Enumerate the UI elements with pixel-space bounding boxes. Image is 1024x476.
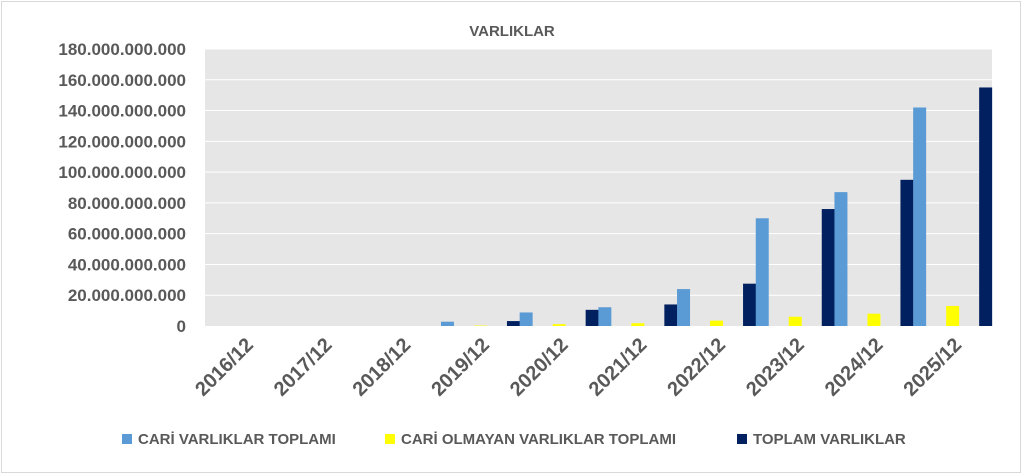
x-tick-label: 2021/12 — [585, 334, 652, 401]
y-tick-label: 100.000.000.000 — [58, 163, 186, 182]
x-tick-label: 2017/12 — [270, 334, 337, 401]
plot-background — [205, 49, 992, 326]
bar — [821, 209, 835, 326]
chart-title: VARLIKLAR — [469, 23, 555, 40]
y-tick-label: 60.000.000.000 — [68, 225, 186, 244]
legend-label: CARİ OLMAYAN VARLIKLAR TOPLAMI — [401, 431, 676, 448]
bar — [946, 305, 960, 326]
bar — [788, 316, 802, 326]
bar — [900, 179, 914, 326]
x-tick-label: 2020/12 — [506, 334, 573, 401]
bar — [677, 289, 691, 326]
y-tick-label: 160.000.000.000 — [58, 71, 186, 90]
bar — [867, 313, 881, 326]
y-tick-label: 140.000.000.000 — [58, 102, 186, 121]
x-tick-label: 2016/12 — [191, 334, 258, 401]
x-tick-label: 2023/12 — [742, 334, 809, 401]
y-tick-label: 20.000.000.000 — [68, 286, 186, 305]
bar — [440, 321, 454, 326]
bar — [710, 320, 724, 326]
legend-swatch — [122, 434, 132, 444]
bar — [552, 324, 566, 326]
x-tick-label: 2024/12 — [821, 334, 888, 401]
legend-swatch — [385, 434, 395, 444]
bar — [979, 87, 993, 326]
bar — [834, 192, 848, 326]
bar — [913, 107, 927, 326]
plot-area: 0 20.000.000.000 40.000.000.000 60.000.000.… — [58, 40, 993, 401]
y-tick-label: 80.000.000.000 — [68, 194, 186, 213]
bar — [506, 321, 520, 326]
x-tick-label: 2022/12 — [663, 334, 730, 401]
bar — [631, 323, 645, 326]
bar — [664, 304, 678, 326]
y-tick-label: 40.000.000.000 — [68, 255, 186, 274]
x-tick-label: 2018/12 — [349, 334, 416, 401]
y-tick-label: 0 — [177, 317, 186, 336]
x-tick-label: 2019/12 — [427, 334, 494, 401]
bar — [585, 309, 599, 326]
x-tick-label: 2025/12 — [900, 334, 967, 401]
bar — [743, 283, 757, 326]
y-tick-label: 120.000.000.000 — [58, 132, 186, 151]
legend: CARİ VARLIKLAR TOPLAMI CARİ OLMAYAN VARLI… — [122, 431, 906, 448]
bar — [598, 307, 612, 326]
bar — [755, 218, 769, 326]
legend-label: TOPLAM VARLIKLAR — [753, 431, 906, 448]
legend-swatch — [737, 434, 747, 444]
y-tick-label: 180.000.000.000 — [58, 40, 186, 59]
bar — [519, 312, 533, 326]
legend-label: CARİ VARLIKLAR TOPLAMI — [138, 431, 336, 448]
